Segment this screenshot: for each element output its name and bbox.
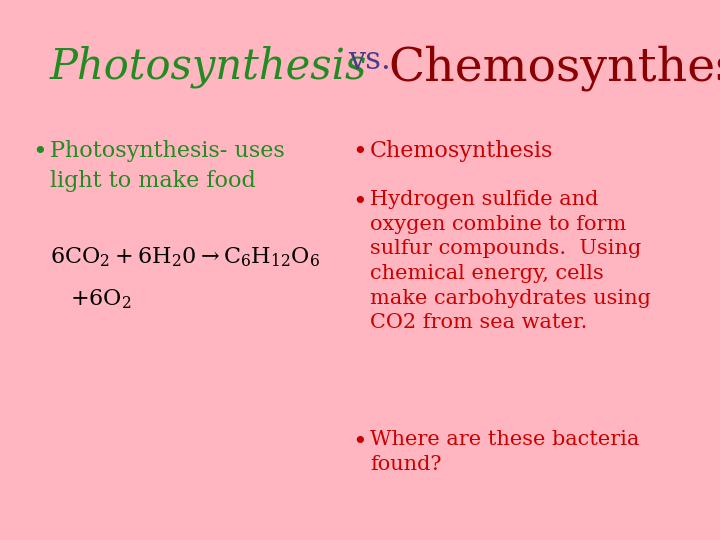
- Text: •: •: [352, 190, 366, 214]
- Text: •: •: [32, 140, 47, 164]
- Text: Chemosynthesis: Chemosynthesis: [370, 140, 554, 162]
- Text: $\mathregular{+ 6O_2}$: $\mathregular{+ 6O_2}$: [70, 287, 132, 310]
- Text: •: •: [352, 430, 366, 454]
- Text: Photosynthesis: Photosynthesis: [50, 45, 367, 87]
- Text: •: •: [352, 140, 366, 164]
- Text: Where are these bacteria
found?: Where are these bacteria found?: [370, 430, 639, 474]
- Text: $\mathregular{6CO_2 + 6H_20 \rightarrow C_6H_{12}O_6}$: $\mathregular{6CO_2 + 6H_20 \rightarrow …: [50, 245, 320, 268]
- Text: Chemosynthesis: Chemosynthesis: [388, 45, 720, 91]
- Text: vs.: vs.: [348, 45, 391, 76]
- Text: Photosynthesis- uses
light to make food: Photosynthesis- uses light to make food: [50, 140, 284, 192]
- Text: Hydrogen sulfide and
oxygen combine to form
sulfur compounds.  Using
chemical en: Hydrogen sulfide and oxygen combine to f…: [370, 190, 651, 333]
